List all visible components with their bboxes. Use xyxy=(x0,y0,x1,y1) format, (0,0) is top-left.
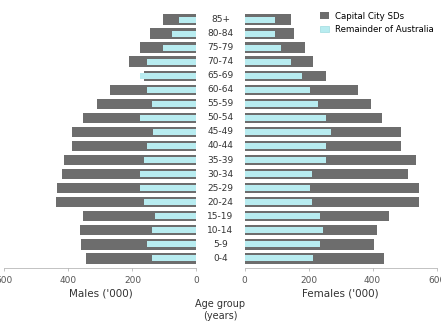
Text: 65-69: 65-69 xyxy=(207,71,234,80)
Bar xyxy=(244,213,320,219)
Bar xyxy=(153,129,197,135)
Bar xyxy=(244,253,384,264)
Bar xyxy=(244,197,419,207)
Text: 25-29: 25-29 xyxy=(208,184,233,193)
Bar xyxy=(110,85,197,95)
Bar xyxy=(244,169,408,179)
Bar xyxy=(244,14,291,25)
Bar xyxy=(244,57,314,67)
Bar xyxy=(244,71,326,81)
Bar xyxy=(147,87,197,93)
Bar xyxy=(244,87,310,93)
X-axis label: Males ('000): Males ('000) xyxy=(68,289,132,299)
Bar xyxy=(244,157,326,163)
Bar xyxy=(147,241,197,247)
Bar xyxy=(71,141,197,151)
Bar xyxy=(244,99,371,109)
Text: 5-9: 5-9 xyxy=(213,240,228,249)
Bar xyxy=(152,255,197,261)
Bar xyxy=(244,143,326,149)
Text: 80-84: 80-84 xyxy=(207,29,234,38)
Bar xyxy=(83,211,197,221)
Bar xyxy=(163,14,197,25)
Bar xyxy=(83,112,197,123)
Bar xyxy=(144,199,197,205)
Legend: Capital City SDs, Remainder of Australia: Capital City SDs, Remainder of Australia xyxy=(320,11,434,34)
Bar xyxy=(64,155,197,165)
Bar xyxy=(163,45,197,51)
Bar xyxy=(244,129,331,135)
Bar xyxy=(244,241,320,247)
Bar xyxy=(152,227,197,233)
Bar xyxy=(244,101,318,107)
Bar xyxy=(244,183,419,193)
Bar xyxy=(244,28,294,39)
Bar xyxy=(57,183,197,193)
Bar xyxy=(244,227,323,233)
Bar xyxy=(81,239,197,250)
Text: 70-74: 70-74 xyxy=(207,57,234,66)
Bar xyxy=(244,127,401,137)
Bar xyxy=(155,213,197,219)
Text: 0-4: 0-4 xyxy=(213,254,228,263)
Bar xyxy=(80,225,197,235)
Bar xyxy=(62,169,197,179)
Bar xyxy=(244,43,305,53)
Bar xyxy=(71,127,197,137)
Bar xyxy=(244,115,326,121)
Bar xyxy=(152,101,197,107)
Bar xyxy=(86,253,197,264)
Text: 30-34: 30-34 xyxy=(207,170,234,179)
Text: 35-39: 35-39 xyxy=(207,156,234,164)
Bar xyxy=(141,43,197,53)
Bar xyxy=(147,59,197,65)
Bar xyxy=(244,17,275,23)
Bar xyxy=(141,185,197,191)
Bar xyxy=(244,85,358,95)
Text: 75-79: 75-79 xyxy=(207,43,234,52)
Text: 55-59: 55-59 xyxy=(207,99,234,108)
Bar xyxy=(97,99,197,109)
Bar xyxy=(141,171,197,177)
Bar xyxy=(244,112,382,123)
Bar xyxy=(244,225,377,235)
X-axis label: Females ('000): Females ('000) xyxy=(302,289,379,299)
Text: 10-14: 10-14 xyxy=(207,226,234,235)
Bar xyxy=(244,59,291,65)
Bar xyxy=(56,197,197,207)
Bar xyxy=(179,17,197,23)
Bar xyxy=(244,155,416,165)
Bar xyxy=(244,45,281,51)
Text: 50-54: 50-54 xyxy=(207,113,234,122)
Bar xyxy=(172,31,197,37)
Bar xyxy=(244,199,312,205)
Bar xyxy=(147,143,197,149)
Bar xyxy=(144,157,197,163)
Text: 85+: 85+ xyxy=(211,15,230,24)
Bar xyxy=(244,141,401,151)
Bar xyxy=(144,71,197,81)
Text: 15-19: 15-19 xyxy=(207,212,234,221)
Bar xyxy=(244,31,275,37)
Bar xyxy=(141,73,197,79)
Bar xyxy=(244,185,310,191)
Bar xyxy=(244,73,302,79)
Bar xyxy=(244,255,314,261)
Bar xyxy=(244,239,374,250)
Bar xyxy=(244,211,389,221)
Bar xyxy=(244,171,312,177)
Bar xyxy=(150,28,197,39)
Bar xyxy=(129,57,197,67)
Text: Age group
(years): Age group (years) xyxy=(195,299,246,321)
Text: 40-44: 40-44 xyxy=(208,142,233,150)
Text: 60-64: 60-64 xyxy=(207,85,234,94)
Text: 45-49: 45-49 xyxy=(208,128,233,136)
Text: 20-24: 20-24 xyxy=(208,198,233,207)
Bar xyxy=(141,115,197,121)
